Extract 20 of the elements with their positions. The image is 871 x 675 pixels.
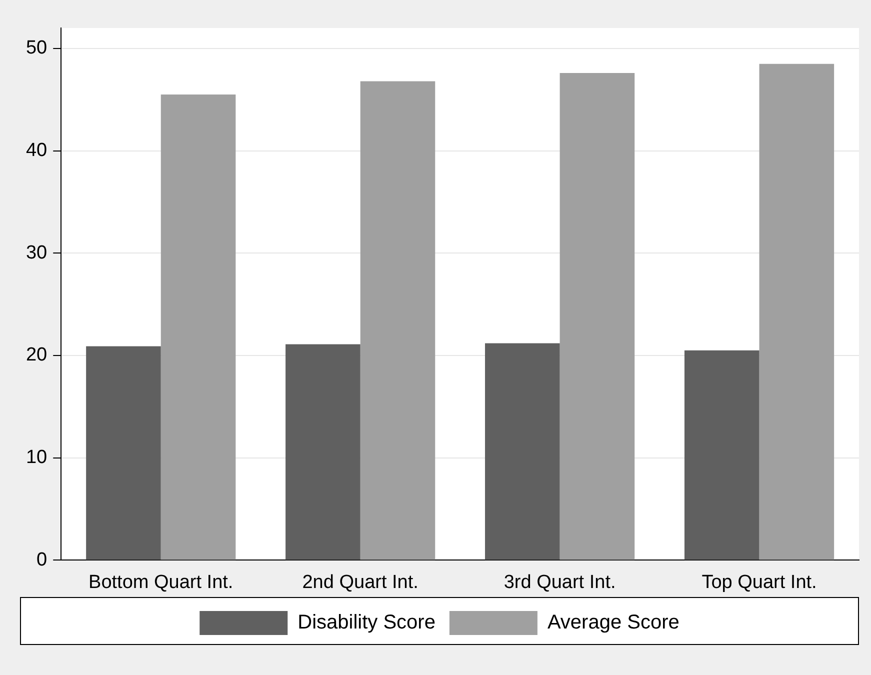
y-tick-label: 20 (26, 344, 48, 366)
legend-label: Disability Score (298, 612, 436, 634)
bar (286, 344, 360, 560)
legend-label: Average Score (547, 612, 680, 634)
bar (360, 81, 436, 560)
y-tick-label: 30 (26, 242, 48, 264)
x-tick-label: Bottom Quart Int. (88, 572, 234, 593)
bar (684, 350, 760, 560)
y-tick-label: 50 (26, 38, 48, 59)
bar (485, 343, 560, 560)
bar (86, 346, 161, 560)
x-tick-label: 3rd Quart Int. (504, 572, 616, 593)
x-tick-label: 2nd Quart Int. (302, 572, 418, 593)
bar (160, 94, 236, 560)
y-tick-label: 10 (26, 447, 48, 468)
x-tick-label: Top Quart Int. (702, 572, 817, 593)
bar (560, 73, 635, 560)
bar (759, 64, 834, 560)
y-tick-label: 40 (26, 140, 48, 162)
y-tick-label: 0 (36, 549, 48, 570)
